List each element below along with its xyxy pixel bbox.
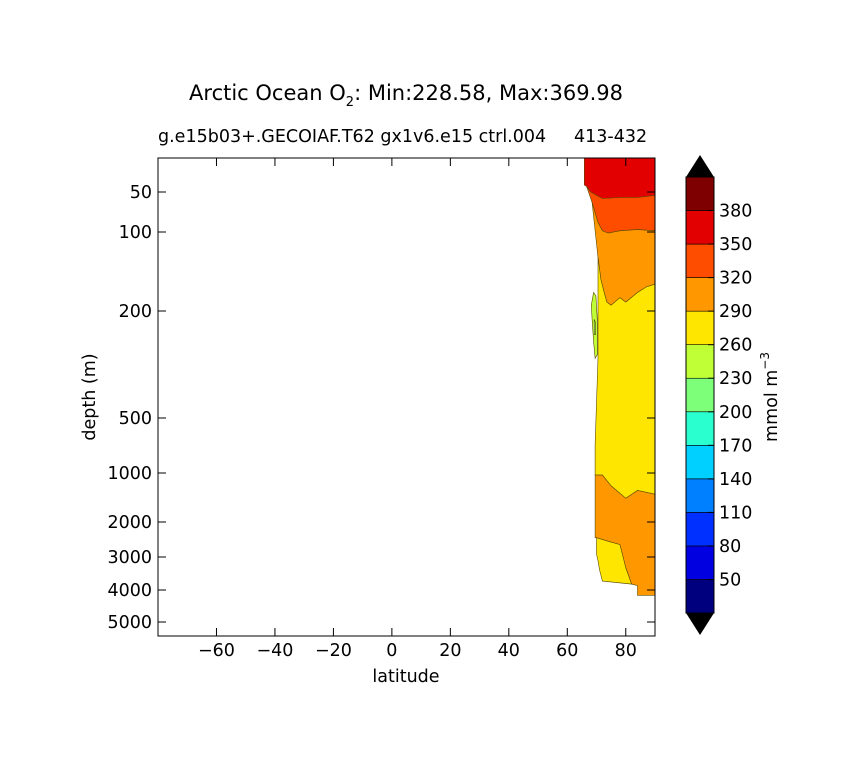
colorbar-segment <box>685 512 715 547</box>
y-tick-label: 1000 <box>107 464 152 484</box>
colorbar-label-sup: −3 <box>758 352 772 370</box>
colorbar: 50 80 110 140 170 200 230 260 290 320 350 380 <box>685 155 752 635</box>
colorbar-frame <box>685 176 715 614</box>
chart-title-subscript: 2 <box>346 95 354 110</box>
x-tick-label: 20 <box>439 641 461 661</box>
colorbar-segment <box>685 445 715 480</box>
plot-frame <box>157 157 656 637</box>
colorbar-segment <box>685 411 715 446</box>
colorbar-tick-label: 110 <box>719 503 752 523</box>
colorbar-segment <box>685 377 715 413</box>
x-tick-label: 80 <box>615 641 637 661</box>
contour-region-350-380 <box>583 157 656 199</box>
plot-background <box>158 158 655 636</box>
y-tick-label: 200 <box>119 302 152 322</box>
colorbar-segment <box>685 277 715 312</box>
y-tick-label: 50 <box>130 183 152 203</box>
x-tick-label: −60 <box>198 641 235 661</box>
contour-region-200-230 <box>593 319 596 336</box>
y-tick-label: 3000 <box>107 548 152 568</box>
colorbar-tick-label: 260 <box>719 336 752 356</box>
x-axis-label: latitude <box>372 667 439 687</box>
colorbar-label-main: mmol m <box>762 370 782 442</box>
y-tick-label: 4000 <box>107 581 152 601</box>
x-tick-label: 60 <box>556 641 578 661</box>
colorbar-tick-label: 320 <box>719 269 752 289</box>
colorbar-tick-label: 80 <box>719 537 741 557</box>
chart-title-suffix: : Min:228.58, Max:369.98 <box>354 81 623 105</box>
colorbar-segment <box>685 344 715 379</box>
chart-title: Arctic Ocean O2: Min:228.58, Max:369.98 <box>189 81 623 110</box>
colorbar-tick-label: 200 <box>719 403 752 423</box>
y-axis-label: depth (m) <box>80 353 100 440</box>
colorbar-segment <box>685 243 715 278</box>
colorbar-tick-label: 50 <box>719 570 741 590</box>
colorbar-tick-label: 290 <box>719 302 752 322</box>
colorbar-tick-label: 380 <box>719 202 752 222</box>
x-axis: −60 −40 −20 0 20 40 60 80 <box>198 158 637 661</box>
colorbar-extend-high <box>686 155 714 177</box>
y-tick-label: 5000 <box>107 613 152 633</box>
x-tick-label: −40 <box>256 641 293 661</box>
colorbar-tick-label: 140 <box>719 470 752 490</box>
y-tick-label: 500 <box>119 409 152 429</box>
y-axis: 50 100 200 500 1000 2000 3000 4000 5000 <box>107 183 655 633</box>
x-tick-label: 0 <box>386 641 397 661</box>
colorbar-segment <box>685 545 715 580</box>
colorbar-segment <box>685 210 715 245</box>
colorbar-segment <box>685 176 715 211</box>
contour-regions <box>583 157 656 596</box>
x-tick-label: −20 <box>315 641 352 661</box>
x-tick-label: 40 <box>498 641 520 661</box>
colorbar-tick-label: 350 <box>719 235 752 255</box>
colorbar-tick-label: 230 <box>719 369 752 389</box>
colorbar-tick-label: 170 <box>719 436 752 456</box>
y-tick-label: 2000 <box>107 513 152 533</box>
colorbar-label: mmol m−3 <box>758 352 782 442</box>
y-tick-label: 100 <box>119 223 152 243</box>
colorbar-segment <box>685 310 715 345</box>
colorbar-extend-low <box>686 613 714 635</box>
chart-subtitle-left: g.e15b03+.GECOIAF.T62 gx1v6.e15 ctrl.004 <box>158 127 546 147</box>
chart-title-prefix: Arctic Ocean O <box>189 81 346 105</box>
colorbar-segment <box>685 579 715 614</box>
chart-subtitle-right: 413-432 <box>574 127 647 147</box>
plot-area <box>158 157 656 636</box>
colorbar-segment <box>685 478 715 513</box>
contour-region-260-290 <box>596 537 633 585</box>
